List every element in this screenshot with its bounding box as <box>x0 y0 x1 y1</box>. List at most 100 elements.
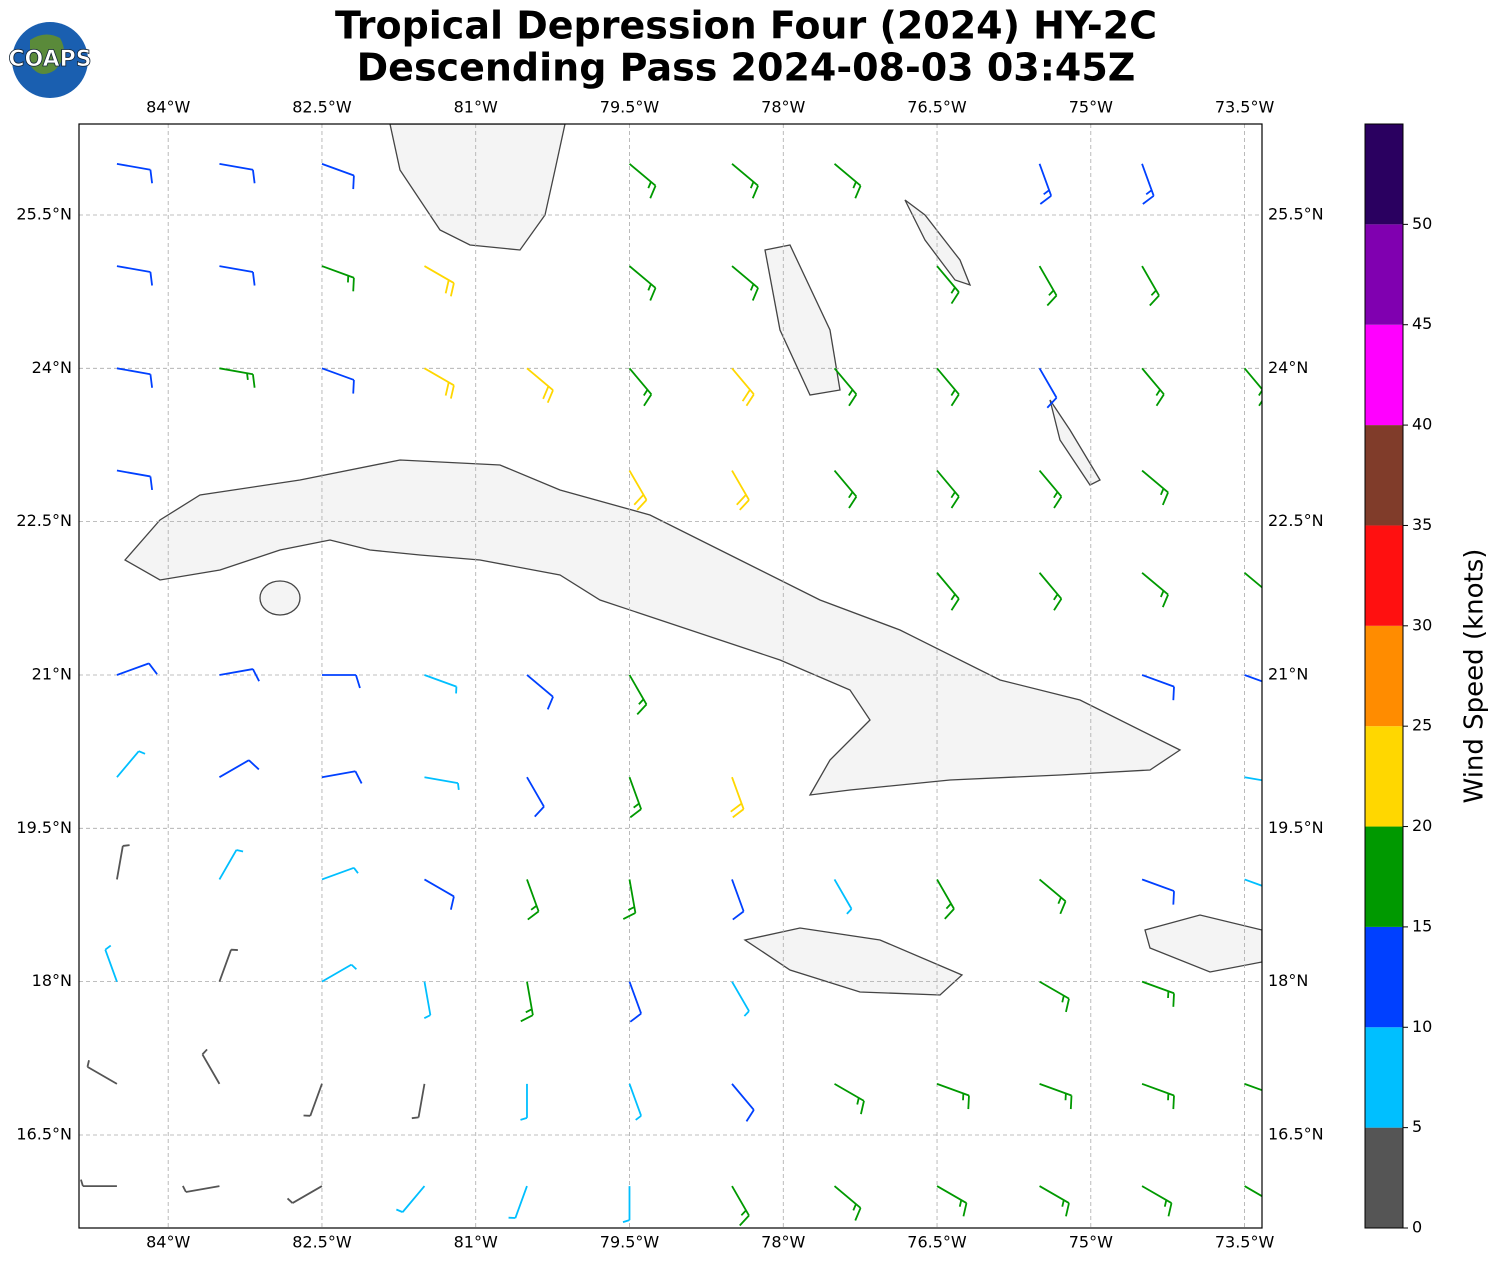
colorbar-tick-label: 5 <box>1412 1117 1422 1136</box>
wind-barb <box>731 367 755 407</box>
colorbar-tick-label: 30 <box>1412 615 1432 634</box>
y-tick-label: 25.5°N <box>1268 204 1324 223</box>
wind-barb <box>116 162 153 184</box>
wind-barb <box>833 1185 862 1221</box>
wind-barb <box>219 265 256 286</box>
x-tick-label: 78°W <box>761 98 805 117</box>
wind-barb <box>218 849 244 880</box>
wind-barb <box>526 776 545 818</box>
x-tick-label: 84°W <box>146 1233 190 1252</box>
wind-barb <box>936 1083 970 1110</box>
wind-barb <box>1039 1083 1073 1110</box>
wind-barb <box>219 162 256 184</box>
wind-barb <box>321 963 357 983</box>
x-tick-label: 76.5°W <box>907 98 967 117</box>
x-tick-label: 78°W <box>761 1233 805 1252</box>
x-tick-label: 82.5°W <box>292 98 352 117</box>
y-tick-label: 24°N <box>32 358 72 377</box>
x-tick-label: 73.5°W <box>1215 1233 1275 1252</box>
colorbar-bin <box>1365 525 1403 626</box>
wind-barb <box>286 1185 323 1204</box>
logo-text: COAPS <box>8 47 91 72</box>
wind-barb <box>731 1185 750 1227</box>
wind-barb <box>622 879 637 920</box>
wind-barb <box>628 776 642 819</box>
wind-barb <box>1141 980 1175 1007</box>
wind-barb <box>833 469 858 509</box>
wind-barb <box>520 981 534 1023</box>
wind-barb <box>219 668 260 682</box>
wind-barb <box>303 1083 323 1117</box>
wind-barb <box>833 878 853 915</box>
wind-barb <box>526 879 540 921</box>
wind-barb <box>201 1048 221 1085</box>
colorbar-tick-label: 20 <box>1412 816 1432 835</box>
wind-barb <box>833 367 858 407</box>
y-tick-label: 18°N <box>32 971 72 990</box>
wind-barb <box>628 367 653 407</box>
wind-barb <box>1038 265 1058 307</box>
colorbar-tick-label: 15 <box>1412 916 1432 935</box>
x-tick-label: 79.5°W <box>600 1233 660 1252</box>
wind-barb <box>936 367 960 407</box>
wind-barb <box>1038 367 1058 409</box>
wind-barb <box>182 1185 220 1193</box>
y-tick-label: 25.5°N <box>16 204 72 223</box>
andros <box>764 244 841 396</box>
wind-barb <box>424 776 460 790</box>
wind-barb <box>936 572 960 611</box>
land <box>123 124 1262 996</box>
wind-barb <box>219 367 256 388</box>
wind-barb <box>1141 469 1169 506</box>
map-frame <box>78 123 1263 1229</box>
wind-barb <box>1244 776 1262 782</box>
wind-barb <box>1141 674 1175 701</box>
wind-barb <box>936 1185 968 1217</box>
wind-barb <box>628 470 648 511</box>
wind-barb <box>936 878 955 920</box>
colorbar-tick-label: 25 <box>1412 716 1432 735</box>
wind-barb <box>218 759 260 778</box>
jamaica <box>743 927 964 996</box>
wind-barb <box>1038 469 1063 509</box>
colorbar-label: Wind Speed (knots) <box>1460 549 1490 804</box>
wind-barb <box>628 265 657 301</box>
y-tick-label: 21°N <box>32 664 72 683</box>
wind-barb <box>424 367 455 399</box>
wind-barb <box>1243 367 1262 407</box>
wind-barb <box>321 770 363 784</box>
isla-de-la-juventud <box>259 580 301 616</box>
wind-barb <box>1244 674 1262 683</box>
logo-land <box>30 34 64 74</box>
colorbar: 0 5 10 15 20 25 30 35 40 45 50 <box>1364 123 1432 1237</box>
colorbar-bin <box>1365 1027 1403 1128</box>
wind-barb <box>116 662 158 676</box>
y-tick-label: 21°N <box>1268 664 1308 683</box>
wind-barb <box>1141 1083 1175 1110</box>
wind-barb <box>731 265 759 301</box>
wind-barb <box>116 469 153 491</box>
y-tick-label: 18°N <box>1268 971 1308 990</box>
colorbar-tick-label: 0 <box>1412 1218 1422 1237</box>
wind-barb <box>834 1083 865 1115</box>
title-line: Descending Pass 2024-08-03 03:45Z <box>357 46 1136 90</box>
wind-barb <box>116 844 130 880</box>
wind-barb <box>321 367 355 394</box>
wind-barb <box>424 878 455 910</box>
wind-barb <box>731 879 745 921</box>
wind-barb <box>628 163 657 199</box>
wind-barb <box>1141 572 1169 608</box>
colorbar-frame <box>1364 123 1404 1229</box>
wind-barb <box>1141 878 1175 905</box>
wind-barb <box>1039 1185 1070 1217</box>
colorbar-bin <box>1365 625 1403 727</box>
y-tick-label: 19.5°N <box>16 818 72 837</box>
wind-barb <box>628 674 648 715</box>
colorbar-tick-label: 50 <box>1412 214 1432 233</box>
wind-barb <box>1039 980 1070 1013</box>
x-tick-label: 81°W <box>454 98 498 117</box>
wind-barb <box>730 776 745 819</box>
wind-barb <box>218 948 238 982</box>
wind-barb <box>731 981 750 1017</box>
